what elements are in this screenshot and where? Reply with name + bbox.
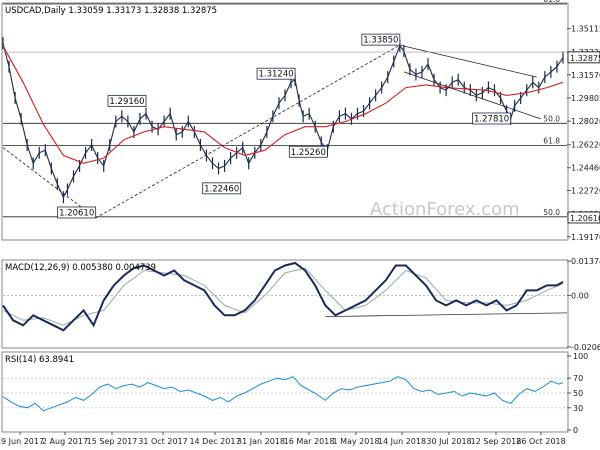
fib-label: 61.8 xyxy=(543,137,560,146)
macd-support-line xyxy=(325,312,568,317)
price-tick-label: 1.19170 xyxy=(571,233,600,242)
macd-panel-frame xyxy=(1,259,569,349)
price-annotation-box xyxy=(256,67,296,80)
price-tick-label: 1.28020 xyxy=(571,117,600,126)
price-annotation-box xyxy=(288,145,328,158)
x-tick-label: 12 Sep 2018 xyxy=(471,437,522,446)
x-tick-label: 30 Jul 2018 xyxy=(426,437,471,446)
fib-label: 61.8 xyxy=(543,0,560,4)
watermark: ActionForex.com xyxy=(370,199,520,220)
price-tick-label: 1.26220 xyxy=(571,141,600,150)
x-tick-label: 14 Dec 2017 xyxy=(189,437,240,446)
price-annotation-label: 1.20610 xyxy=(59,208,94,218)
rsi-line xyxy=(2,376,564,412)
ema-line xyxy=(2,45,564,164)
price-annotation-label: 1.22460 xyxy=(204,184,239,194)
price-series-line xyxy=(2,43,564,199)
x-tick-label: 14 Jun 2018 xyxy=(378,437,426,446)
current-price-badge xyxy=(567,51,600,64)
price-annotation-label: 1.27810 xyxy=(474,114,509,124)
price-annotation-label: 1.29160 xyxy=(109,97,144,107)
x-tick-label: 19 Jun 2017 xyxy=(0,437,44,446)
rsi-panel-frame xyxy=(1,351,569,433)
price-tick-label: 1.29805 xyxy=(571,94,600,103)
price-tick-label: 1.31570 xyxy=(571,71,600,80)
x-tick-label: 31 Jan 2018 xyxy=(237,437,285,446)
price-annotation-box xyxy=(202,182,242,195)
low-price-label: 1.20610 xyxy=(570,214,600,223)
low-price-badge xyxy=(567,211,600,224)
channel-upper-line xyxy=(399,44,537,78)
dashed-trendline-down xyxy=(2,147,96,219)
price-tick-label: 1.24460 xyxy=(571,164,600,173)
macd-tick-label: 0.013745 xyxy=(571,257,600,266)
x-tick-label: 15 Sep 2017 xyxy=(87,437,138,446)
dashed-trendline-up xyxy=(95,44,401,219)
x-tick-label: 31 Oct 2017 xyxy=(138,437,187,446)
price-annotation-box xyxy=(472,112,512,125)
rsi-tick-label: 100 xyxy=(573,352,588,361)
channel-lower-line xyxy=(403,71,541,120)
macd-tick-label: 0.00 xyxy=(571,291,589,300)
price-annotation-box xyxy=(57,206,97,219)
price-annotation-box xyxy=(361,33,401,46)
price-annotation-label: 1.33850 xyxy=(363,36,398,46)
macd-line xyxy=(2,261,564,332)
x-tick-label: 1 May 2018 xyxy=(332,437,379,446)
price-annotation-label: 1.25260 xyxy=(291,148,326,158)
x-tick-label: 26 Oct 2018 xyxy=(516,437,565,446)
x-tick-label: 16 Mar 2018 xyxy=(284,437,335,446)
price-annotation-box xyxy=(107,94,147,107)
price-annotation-label: 1.31240 xyxy=(258,70,293,80)
rsi-title: RSI(14) 63.8941 xyxy=(5,355,74,365)
fib-label: 50.0 xyxy=(543,114,560,123)
rsi-tick-label: 70 xyxy=(573,374,583,383)
rsi-tick-label: 50 xyxy=(573,389,583,398)
fib-label: 50.0 xyxy=(543,208,560,217)
price-tick-label: 1.35115 xyxy=(571,25,600,34)
macd-tick-label: -0.020652 xyxy=(571,343,600,352)
macd-title: MACD(12,26,9) 0.005380 0.004739 xyxy=(5,263,156,273)
price-tick-label: 1.22720 xyxy=(571,186,600,195)
current-price-label: 1.32875 xyxy=(570,54,600,63)
rsi-tick-label: 30 xyxy=(573,404,583,413)
rsi-tick-label: 0 xyxy=(573,426,578,435)
price-chart-title: USDCAD,Daily 1.33059 1.33173 1.32838 1.3… xyxy=(5,6,217,16)
x-tick-label: 2 Aug 2017 xyxy=(42,437,88,446)
